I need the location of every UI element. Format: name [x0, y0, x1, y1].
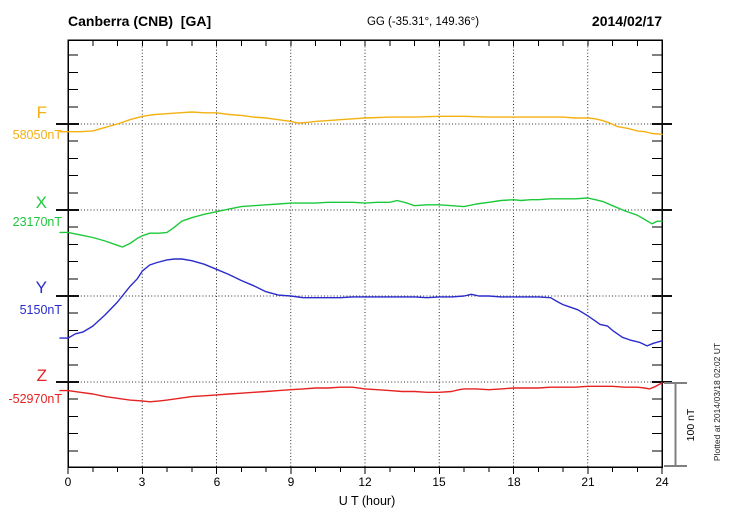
component-base-value-Y: 5150nT — [19, 303, 62, 317]
x-tick-label: 9 — [287, 475, 295, 489]
component-base-value-X: 23170nT — [12, 215, 62, 229]
component-letter-F: F — [36, 103, 47, 122]
baseline-lines — [68, 123, 662, 383]
x-tick-label: 21 — [581, 475, 595, 489]
x-tick-label: 3 — [138, 475, 146, 489]
axis-ticks — [56, 40, 672, 474]
component-letter-Y: Y — [35, 278, 47, 297]
scale-bar-label: 100 nT — [685, 408, 697, 442]
plotted-at-note: Plotted at 2014/03/18 02:02 UT — [712, 342, 722, 462]
x-tick-label: 12 — [358, 475, 372, 489]
x-axis-title: U T (hour) — [338, 494, 396, 508]
data-curves — [59, 111, 663, 403]
component-base-value-Z: -52970nT — [8, 392, 62, 406]
x-tick-label: 15 — [432, 475, 446, 489]
x-tick-label: 18 — [507, 475, 521, 489]
vertical-gridlines — [141, 40, 589, 467]
x-tick-label: 24 — [655, 475, 669, 489]
component-letter-X: X — [35, 193, 47, 212]
curve-Z — [59, 382, 663, 403]
curve-X — [59, 197, 663, 248]
x-tick-label: 6 — [213, 475, 221, 489]
x-tick-label: 0 — [64, 475, 72, 489]
station-title: Canberra (CNB) [GA] — [68, 13, 212, 29]
plot-date: 2014/02/17 — [591, 13, 662, 29]
curve-F — [59, 111, 663, 136]
component-letter-Z: Z — [36, 366, 47, 385]
curve-Y — [59, 258, 663, 347]
scale-bar — [664, 382, 687, 467]
geo-coordinates: GG (-35.31°, 149.36°) — [366, 16, 480, 28]
component-base-value-F: 58050nT — [12, 128, 62, 142]
